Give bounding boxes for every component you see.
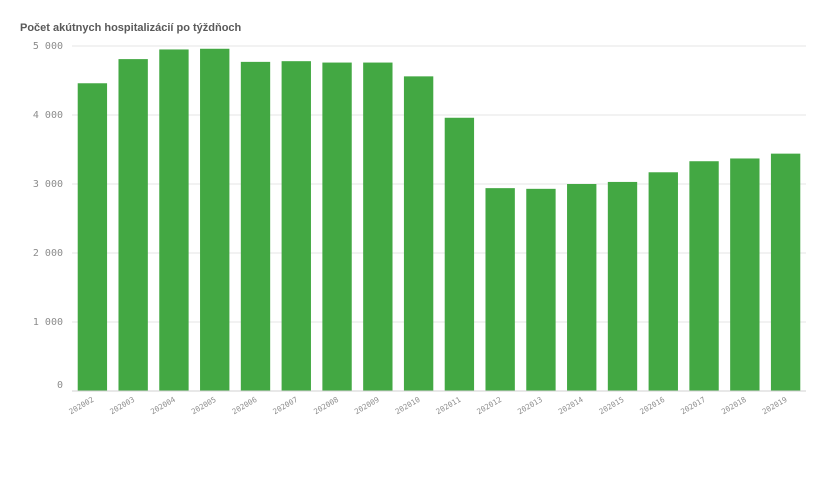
bar-202019[interactable] bbox=[770, 153, 801, 391]
bar-202015[interactable] bbox=[607, 181, 638, 391]
x-tick-label: 202010 bbox=[394, 395, 422, 417]
bar-202003[interactable] bbox=[118, 59, 148, 392]
bar-202004[interactable] bbox=[159, 49, 189, 391]
bar-202006[interactable] bbox=[240, 61, 271, 392]
x-tick-label: 202003 bbox=[108, 395, 136, 416]
chart-title: Počet akútnych hospitalizácií po týždňoc… bbox=[20, 22, 242, 34]
x-tick-label: 202011 bbox=[434, 395, 462, 416]
x-tick-label: 202004 bbox=[149, 395, 177, 417]
x-tick-label: 202018 bbox=[720, 395, 748, 417]
x-tick-label: 202015 bbox=[598, 395, 626, 416]
x-axis-tick-labels: 202002 202003 202004 202005 202006 202007 2020… bbox=[67, 395, 788, 417]
bar-202018[interactable] bbox=[730, 158, 760, 391]
gridlines bbox=[72, 45, 806, 323]
y-tick-label: 2 000 bbox=[33, 248, 63, 259]
y-tick-label: 5 000 bbox=[33, 41, 63, 52]
y-tick-label: 1 000 bbox=[33, 317, 63, 328]
x-tick-label: 202006 bbox=[231, 395, 259, 417]
x-tick-label: 202013 bbox=[516, 395, 544, 416]
x-tick-label: 202005 bbox=[190, 395, 218, 416]
x-tick-label: 202016 bbox=[638, 395, 666, 417]
bar-202007[interactable] bbox=[281, 61, 311, 392]
y-tick-label: 3 000 bbox=[33, 179, 63, 190]
bar-202012[interactable] bbox=[485, 188, 515, 391]
bar-202005[interactable] bbox=[200, 48, 230, 391]
bar-202009[interactable] bbox=[363, 62, 393, 392]
bar-202014[interactable] bbox=[567, 184, 597, 391]
x-tick-label: 202017 bbox=[679, 395, 707, 416]
x-tick-label: 202008 bbox=[312, 395, 340, 417]
x-tick-label: 202009 bbox=[353, 395, 381, 416]
bar-202002[interactable] bbox=[77, 83, 108, 391]
y-axis-tick-labels: 0 1 000 2 000 3 000 4 000 5 000 bbox=[33, 41, 63, 391]
bar-202017[interactable] bbox=[689, 161, 719, 391]
x-tick-label: 202012 bbox=[475, 395, 503, 416]
x-tick-label: 202007 bbox=[271, 395, 299, 416]
y-tick-label: 0 bbox=[57, 380, 63, 391]
x-tick-label: 202002 bbox=[67, 395, 95, 416]
x-tick-label: 202014 bbox=[557, 395, 585, 417]
y-tick-label: 4 000 bbox=[33, 110, 63, 121]
bar-202011[interactable] bbox=[444, 117, 475, 391]
x-tick-label: 202019 bbox=[761, 395, 789, 416]
bar-202010[interactable] bbox=[403, 76, 434, 392]
bar-202008[interactable] bbox=[322, 62, 352, 392]
bars bbox=[77, 48, 801, 392]
bar-202013[interactable] bbox=[526, 188, 556, 391]
bar-202016[interactable] bbox=[648, 172, 678, 391]
